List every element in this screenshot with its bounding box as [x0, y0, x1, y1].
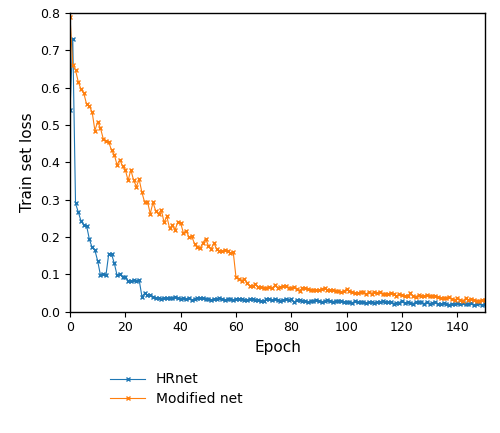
HRnet [476, 301, 482, 306]
Modified net [214, 246, 220, 252]
Modified net [358, 289, 364, 294]
HRnet [482, 301, 488, 307]
X-axis label: Epoch: Epoch [254, 340, 301, 355]
Modified net [482, 297, 488, 303]
Y-axis label: Train set loss: Train set loss [20, 113, 34, 212]
HRnet [360, 299, 366, 304]
Modified net [269, 286, 275, 291]
Modified net [319, 286, 325, 291]
Modified net [474, 298, 480, 303]
HRnet [272, 297, 278, 302]
Modified net [67, 14, 73, 19]
HRnet [67, 107, 73, 113]
HRnet [70, 36, 76, 42]
HRnet [332, 298, 338, 304]
Legend: HRnet, Modified net: HRnet, Modified net [110, 372, 242, 406]
Modified net [476, 298, 482, 304]
Modified net [330, 288, 336, 293]
HRnet [216, 296, 222, 301]
HRnet [479, 303, 485, 308]
HRnet [322, 299, 328, 304]
Line: HRnet: HRnet [68, 37, 488, 308]
Line: Modified net: Modified net [68, 14, 488, 304]
